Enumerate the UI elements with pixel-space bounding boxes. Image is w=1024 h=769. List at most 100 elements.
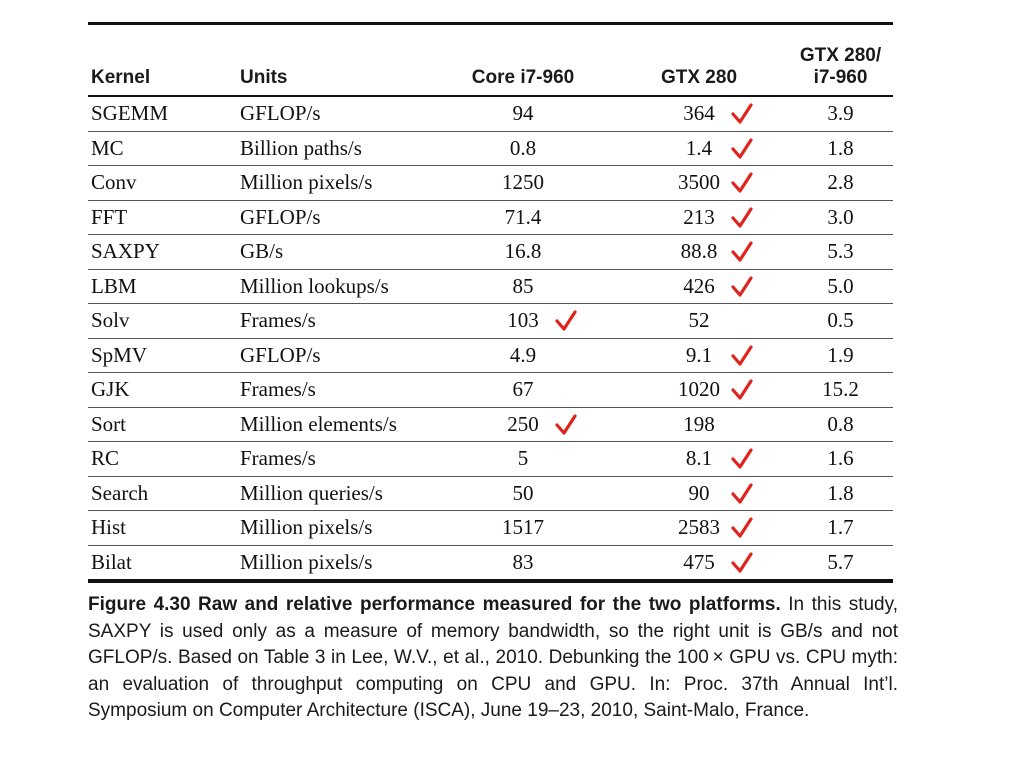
cell-units: Million queries/s [240, 480, 383, 505]
table-header-row: Kernel Units Core i7-960 GTX 280 GTX 280… [88, 25, 893, 95]
checkmark-icon [729, 205, 755, 231]
cell-ratio: 1.8 [827, 135, 854, 160]
row-divider [88, 165, 893, 166]
cell-units: GFLOP/s [240, 204, 321, 229]
table-top-rule [88, 22, 893, 25]
cell-units: GFLOP/s [240, 342, 321, 367]
cell-kernel: RC [91, 446, 120, 470]
cell-ratio: 15.2 [822, 377, 859, 401]
cell-gtx-280: 9.1 [685, 342, 713, 367]
cell-gtx-280: 1.4 [685, 135, 713, 160]
caption-text: In this study, SAXPY is used only as a m… [88, 594, 898, 721]
cell-core-i7: 5 [517, 446, 529, 470]
cell-kernel: Hist [91, 515, 127, 539]
cell-units: GFLOP/s [240, 101, 321, 125]
cell-core-i7: 1250 [502, 170, 544, 194]
cell-kernel: Solv [91, 308, 130, 332]
cell-core-i7: 0.8 [509, 135, 537, 160]
cell-core-i7: 83 [512, 549, 534, 574]
cell-units: GB/s [240, 239, 284, 263]
cell-kernel: Sort [91, 411, 127, 436]
cell-units: Frames/s [240, 308, 316, 332]
cell-core-i7: 103 [507, 308, 539, 332]
table-header-rule [88, 95, 893, 97]
cell-core-i7: 1517 [502, 515, 544, 539]
cell-ratio: 1.7 [827, 515, 854, 539]
checkmark-icon [729, 481, 755, 507]
cell-core-i7: 4.9 [509, 342, 537, 367]
cell-gtx-280: 213 [683, 204, 715, 229]
cell-gtx-280: 88.8 [680, 239, 718, 263]
checkmark-icon [553, 308, 579, 334]
caption-label: Figure 4.30 Raw and relative performance… [88, 594, 781, 615]
table-bottom-rule [88, 579, 893, 583]
checkmark-icon [729, 239, 755, 265]
cell-kernel: Search [91, 480, 149, 505]
checkmark-icon [729, 446, 755, 472]
table-row: SAXPY GB/s 16.8 88.8 5.3 [88, 235, 893, 269]
cell-ratio: 1.6 [827, 446, 854, 470]
table-row: Solv Frames/s 103 52 0.5 [88, 304, 893, 338]
row-divider [88, 510, 893, 511]
checkmark-icon [729, 377, 755, 403]
cell-ratio: 3.0 [827, 204, 854, 229]
cell-gtx-280: 90 [688, 480, 710, 505]
row-divider [88, 337, 893, 339]
cell-ratio: 0.5 [827, 308, 854, 332]
header-kernel: Kernel [91, 67, 151, 88]
cell-core-i7: 16.8 [504, 239, 542, 263]
cell-units: Million pixels/s [240, 549, 373, 574]
checkmark-icon [729, 136, 755, 162]
header-ratio: GTX 280/ i7-960 [788, 45, 893, 89]
figure-caption: Figure 4.30 Raw and relative performance… [88, 592, 898, 725]
cell-units: Million lookups/s [240, 273, 389, 298]
cell-gtx-280: 426 [683, 273, 715, 298]
row-divider [88, 199, 893, 201]
cell-gtx-280: 198 [683, 411, 715, 436]
cell-core-i7: 94 [512, 101, 534, 125]
cell-core-i7: 85 [512, 273, 534, 298]
table-row: Bilat Million pixels/s 83 475 5.7 [88, 546, 893, 580]
checkmark-icon [729, 550, 755, 576]
table-row: Conv Million pixels/s 1250 3500 2.8 [88, 166, 893, 200]
table-row: Search Million queries/s 50 90 1.8 [88, 477, 893, 511]
cell-ratio: 1.9 [827, 342, 854, 367]
cell-kernel: LBM [91, 273, 137, 298]
cell-kernel: GJK [91, 377, 130, 401]
row-divider [88, 544, 893, 546]
table-row: GJK Frames/s 67 1020 15.2 [88, 373, 893, 407]
checkmark-icon [729, 101, 755, 127]
cell-core-i7: 250 [507, 411, 539, 436]
table-body: SGEMM GFLOP/s 94 364 3.9 MC Billion paths/s 0.8… [88, 97, 893, 579]
cell-ratio: 5.0 [827, 273, 854, 298]
table-row: SpMV GFLOP/s 4.9 9.1 1.9 [88, 339, 893, 373]
row-divider [88, 268, 893, 270]
cell-gtx-280: 2583 [678, 515, 720, 539]
cell-ratio: 1.8 [827, 480, 854, 505]
cell-gtx-280: 8.1 [685, 446, 713, 470]
cell-kernel: FFT [91, 204, 128, 229]
header-ratio-line2: i7-960 [813, 67, 868, 88]
table-row: RC Frames/s 5 8.1 1.6 [88, 442, 893, 476]
cell-units: Million elements/s [240, 411, 397, 436]
checkmark-icon [729, 343, 755, 369]
row-divider [88, 130, 893, 132]
cell-kernel: Conv [91, 170, 137, 194]
header-units: Units [240, 67, 288, 88]
checkmark-icon [729, 515, 755, 541]
cell-kernel: SpMV [91, 342, 148, 367]
header-ratio-line1: GTX 280/ [799, 45, 882, 66]
cell-kernel: SAXPY [91, 239, 160, 263]
cell-gtx-280: 364 [683, 101, 715, 125]
table-row: SGEMM GFLOP/s 94 364 3.9 [88, 97, 893, 131]
cell-gtx-280: 1020 [678, 377, 720, 401]
header-core-i7: Core i7-960 [471, 67, 575, 88]
cell-core-i7: 50 [512, 480, 534, 505]
row-divider [88, 234, 893, 235]
cell-units: Million pixels/s [240, 515, 373, 539]
cell-units: Frames/s [240, 446, 316, 470]
cell-gtx-280: 3500 [678, 170, 720, 194]
cell-ratio: 3.9 [827, 101, 854, 125]
cell-units: Billion paths/s [240, 135, 362, 160]
